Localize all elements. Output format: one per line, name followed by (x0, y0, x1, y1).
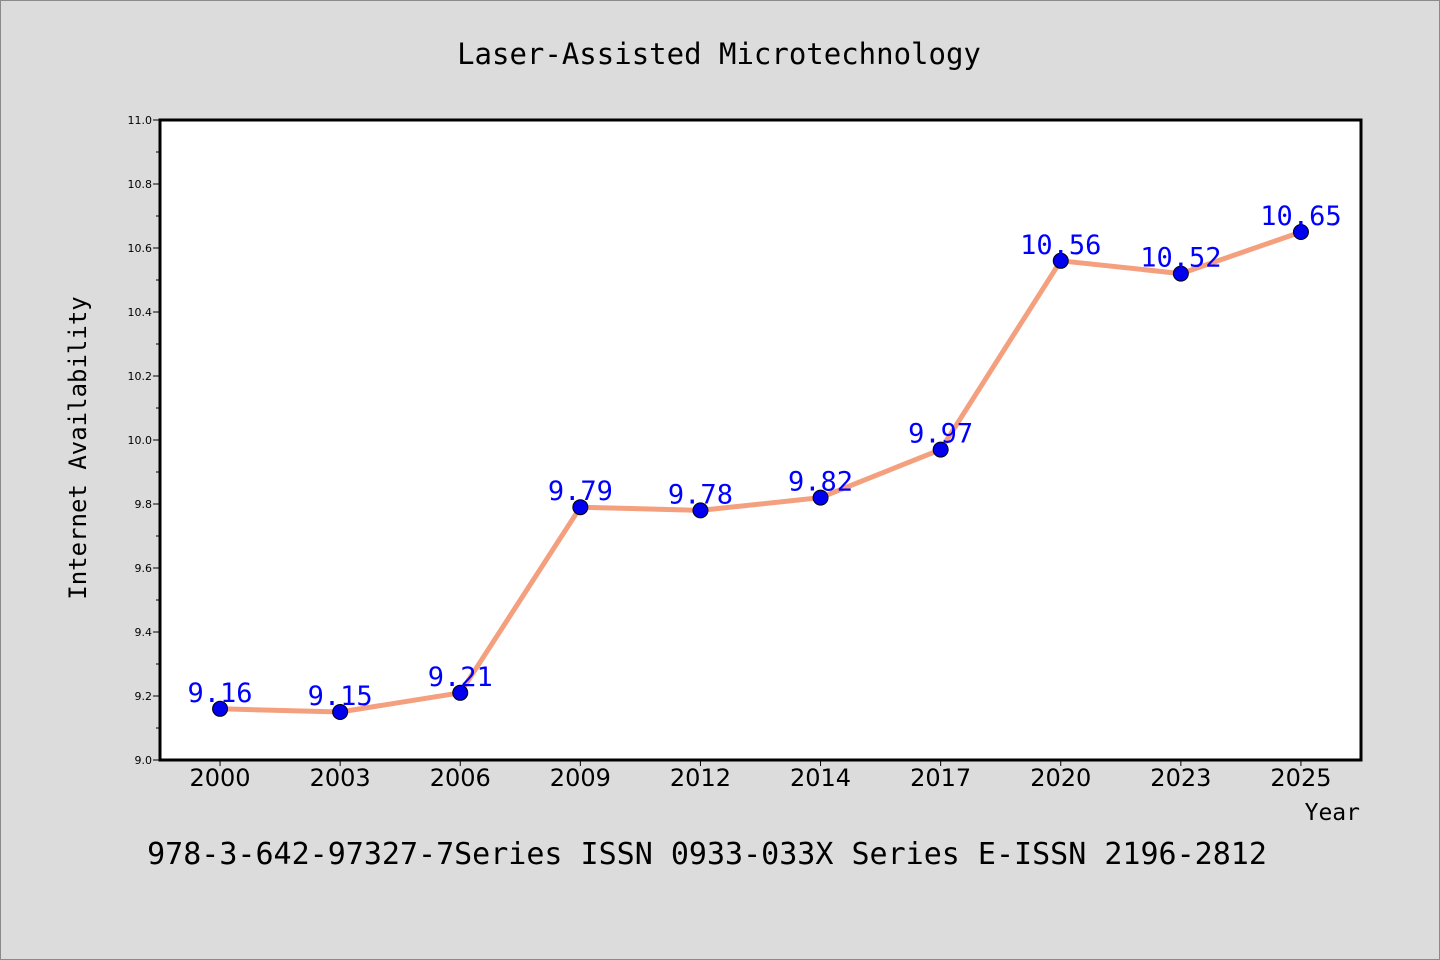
data-point (212, 700, 229, 717)
y-tick-label: 10.8 (128, 178, 153, 191)
x-tick-label: 2023 (1150, 764, 1211, 792)
x-tick-label: 2012 (670, 764, 731, 792)
x-tick-label: 2017 (910, 764, 971, 792)
x-tick-label: 2025 (1270, 764, 1331, 792)
y-tick-label: 9.4 (135, 626, 153, 639)
y-axis: 9.0 9.2 9.4 9.6 9.8 10.0 10.2 10.4 10.6 10.8 11.0 (128, 114, 160, 767)
y-tick-label: 10.6 (128, 242, 153, 255)
data-label: 9.82 (788, 467, 853, 498)
data-label: 9.97 (908, 419, 973, 450)
x-tick-label: 2020 (1030, 764, 1091, 792)
data-label: 9.16 (188, 678, 253, 709)
data-label: 10.56 (1020, 230, 1101, 261)
y-tick-label: 9.0 (135, 754, 153, 767)
data-point (572, 499, 589, 516)
data-label: 9.78 (668, 479, 733, 510)
data-label: 10.65 (1260, 201, 1341, 232)
data-label: 9.15 (308, 681, 373, 712)
data-label: 10.52 (1140, 243, 1221, 274)
series-markers (212, 224, 1309, 720)
chart-title: Laser-Assisted Microtechnology (457, 37, 981, 71)
y-tick-label: 11.0 (128, 114, 153, 127)
x-tick-label: 2003 (310, 764, 371, 792)
x-axis-label: Year (1305, 800, 1360, 826)
x-axis: 2000 2003 2006 2009 2012 2014 2017 2020 2023 2025 (190, 760, 1331, 792)
y-tick-label: 10.2 (128, 370, 153, 383)
data-labels: 9.16 9.15 9.21 9.79 9.78 9.82 9.97 10.56 10.52 10… (188, 201, 1342, 712)
x-tick-label: 2006 (430, 764, 491, 792)
y-tick-label: 9.2 (135, 690, 153, 703)
data-point (1172, 265, 1189, 282)
data-point (812, 489, 829, 506)
plot-area (158, 118, 1363, 762)
x-tick-label: 2000 (190, 764, 251, 792)
y-axis-label: Internet Availability (64, 296, 92, 599)
data-point (452, 684, 469, 701)
data-point (1052, 252, 1069, 269)
y-tick-label: 10.4 (128, 306, 153, 319)
data-point (932, 441, 949, 458)
x-tick-label: 2014 (790, 764, 851, 792)
data-point (692, 502, 709, 519)
y-tick-label: 10.0 (128, 434, 153, 447)
data-label: 9.79 (548, 476, 613, 507)
footer-isbn-issn: 978-3-642-97327-7Series ISSN 0933-033X S… (147, 837, 1267, 872)
series-line (219, 229, 1302, 715)
data-point (1292, 224, 1309, 240)
y-tick-label: 9.8 (135, 498, 153, 511)
y-tick-label: 9.6 (135, 562, 153, 575)
data-label: 9.21 (428, 662, 493, 693)
x-tick-label: 2009 (550, 764, 611, 792)
data-point (332, 704, 349, 720)
